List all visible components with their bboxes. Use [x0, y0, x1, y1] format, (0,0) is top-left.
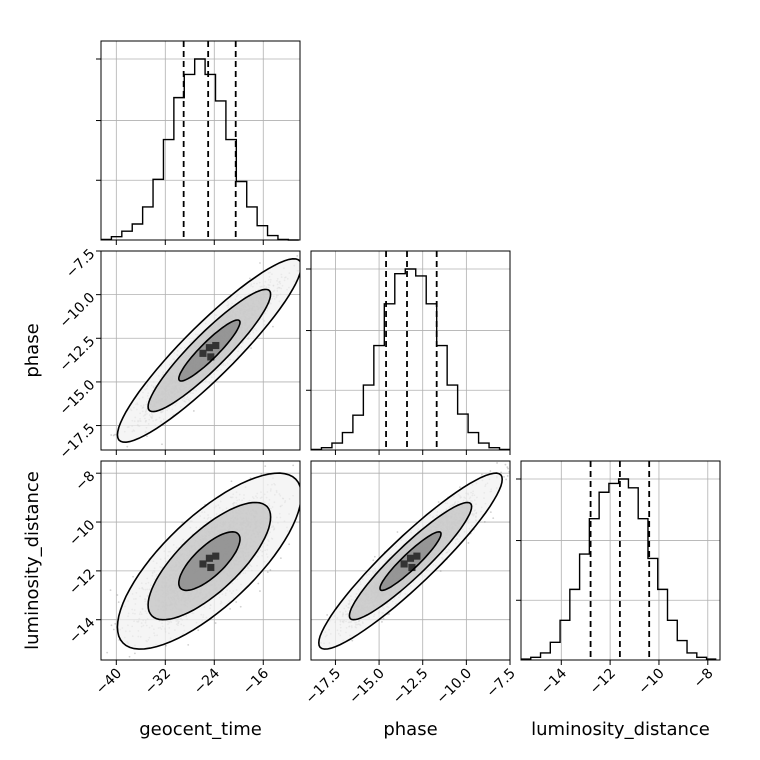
sample-point — [116, 594, 119, 596]
density-core-cell — [207, 353, 215, 361]
histogram-panel-geocent_time — [96, 40, 301, 241]
sample-point — [319, 222, 321, 224]
sample-point — [98, 668, 100, 670]
scatter-panel-geocent_time-phase — [85, 222, 321, 467]
sample-point — [250, 347, 253, 350]
histogram-geocent_time — [101, 58, 299, 241]
scatter-panel-geocent_time-luminosity_distance — [98, 460, 310, 670]
axes-frame — [520, 460, 721, 661]
contour-line-0 — [177, 319, 241, 382]
sample-point — [181, 521, 184, 524]
sample-point — [136, 660, 138, 662]
sample-point — [116, 455, 118, 457]
sample-point — [266, 571, 269, 573]
sample-point — [114, 433, 116, 436]
histogram-luminosity_distance — [521, 478, 717, 660]
density-core-cell — [205, 344, 213, 352]
histogram-phase — [311, 268, 510, 451]
sample-point — [112, 628, 115, 631]
sample-point — [110, 465, 112, 467]
sample-point — [272, 325, 274, 328]
sample-point — [230, 480, 233, 483]
axes-frame — [310, 250, 511, 451]
density-core-cell — [199, 349, 207, 357]
contour-line-1 — [147, 288, 272, 413]
sample-point — [126, 445, 129, 448]
histogram-panel-phase — [306, 250, 511, 451]
sample-point — [301, 262, 303, 264]
sample-point — [301, 249, 303, 251]
sample-point — [257, 582, 260, 585]
sample-point — [307, 254, 309, 256]
sample-point — [146, 435, 148, 438]
sample-point — [300, 267, 302, 269]
sample-point — [85, 457, 87, 459]
sample-point — [235, 601, 238, 603]
sample-point — [109, 589, 112, 592]
sample-point — [259, 590, 261, 592]
sample-point — [269, 569, 272, 571]
sample-point — [106, 651, 109, 654]
sample-point — [117, 601, 120, 604]
sample-point — [110, 624, 113, 627]
sample-point — [259, 262, 261, 264]
sample-point — [279, 557, 282, 560]
sample-point — [114, 622, 117, 625]
contour-line-2 — [116, 257, 300, 444]
sample-point — [128, 655, 131, 658]
sample-point — [260, 472, 263, 475]
sample-point — [214, 622, 217, 624]
sample-point — [134, 652, 136, 655]
histogram-panel-luminosity_distance — [516, 460, 721, 661]
sample-point — [118, 455, 120, 457]
sample-point — [239, 605, 242, 608]
sample-point — [112, 434, 115, 437]
density-core-cell — [212, 341, 220, 350]
sample-point — [288, 543, 291, 546]
sample-point — [229, 608, 231, 610]
sample-point — [132, 575, 134, 578]
sample-point — [192, 410, 195, 412]
sample-point — [161, 443, 163, 446]
sample-point — [197, 629, 200, 632]
sample-point — [248, 277, 251, 280]
sample-point — [165, 644, 167, 647]
sample-point — [264, 465, 267, 468]
sample-point — [110, 434, 113, 436]
sample-point — [296, 255, 299, 257]
axes-frame — [100, 40, 301, 241]
sample-point — [308, 482, 310, 484]
sample-point — [302, 486, 304, 488]
axes-frame — [100, 250, 301, 451]
